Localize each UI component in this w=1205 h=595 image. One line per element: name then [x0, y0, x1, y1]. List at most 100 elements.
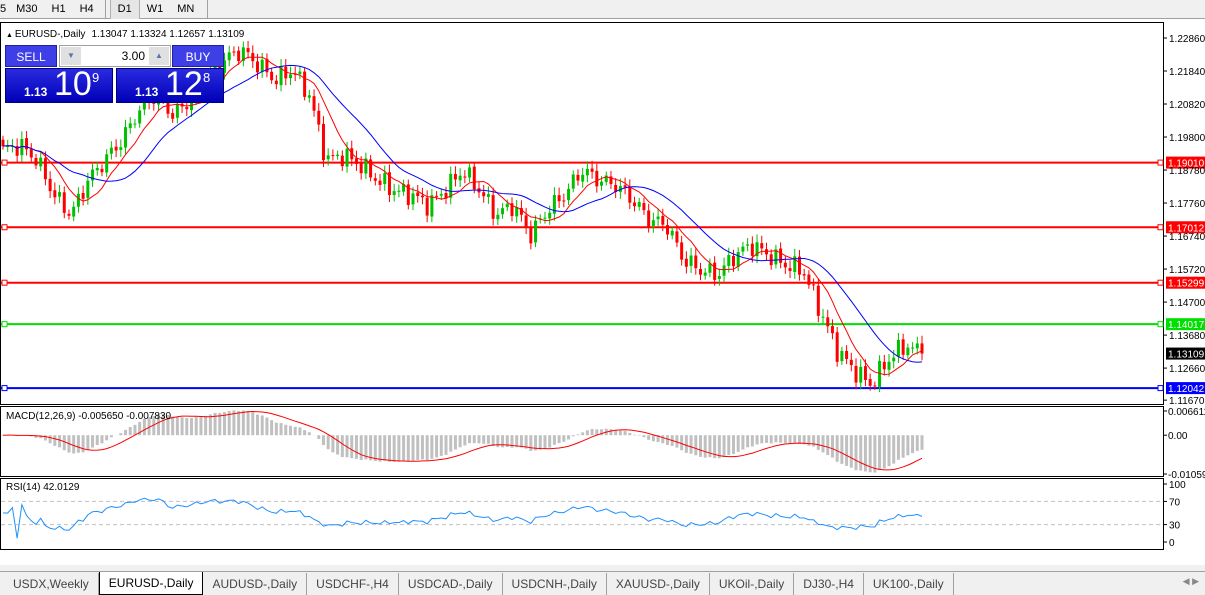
- candle-body: [439, 193, 443, 196]
- macd-bar: [303, 430, 307, 436]
- chart-tab[interactable]: USDCNH-,Daily: [503, 573, 607, 595]
- macd-bar: [274, 422, 278, 436]
- macd-bar: [223, 412, 227, 436]
- macd-bar: [713, 435, 717, 459]
- macd-bar: [708, 435, 712, 458]
- macd-bar: [81, 435, 85, 453]
- macd-bar: [505, 435, 509, 448]
- candle: [552, 187, 556, 221]
- chart-tab[interactable]: UK100-,Daily: [864, 573, 954, 595]
- candle-body: [845, 350, 849, 359]
- timeframe-d1[interactable]: D1: [109, 0, 140, 19]
- chart-tab[interactable]: DJ30-,H4: [794, 573, 864, 595]
- candle-body: [402, 184, 406, 192]
- candle-body: [882, 361, 886, 370]
- chart-tab[interactable]: USDCAD-,Daily: [399, 573, 503, 595]
- candle: [288, 66, 292, 85]
- candle-body: [350, 148, 354, 160]
- candle-body: [458, 175, 462, 181]
- lot-size-stepper[interactable]: ▼ 3.00 ▲: [59, 45, 171, 67]
- fast-moving-average-line: [2, 56, 923, 376]
- macd-bar: [868, 435, 872, 473]
- candle: [656, 208, 660, 227]
- candle: [486, 186, 490, 204]
- candle: [797, 250, 801, 281]
- macd-bar: [727, 435, 731, 455]
- timeframe-w1[interactable]: W1: [146, 3, 164, 15]
- macd-bar: [402, 435, 406, 461]
- increase-lot-icon[interactable]: ▲: [149, 47, 169, 65]
- price-tick-label: 1.20820: [1169, 100, 1205, 111]
- timeframe-m30[interactable]: M30: [16, 3, 38, 15]
- timeframe-h4[interactable]: H4: [79, 3, 94, 15]
- candle: [642, 197, 646, 215]
- candle: [307, 89, 311, 103]
- macd-bar: [213, 412, 217, 436]
- candle: [265, 53, 269, 78]
- rsi-label: RSI(14) 42.0129: [6, 482, 80, 493]
- macd-bar: [260, 415, 264, 436]
- candle: [105, 149, 109, 178]
- candle: [274, 74, 278, 90]
- candle: [896, 332, 900, 363]
- chart-canvas[interactable]: ▲ EURUSD-,Daily 1.13047 1.13324 1.12657 1…: [0, 21, 1205, 565]
- buy-button[interactable]: BUY: [172, 45, 224, 67]
- candle-body: [34, 158, 38, 166]
- candle-body: [288, 74, 292, 79]
- candle: [840, 346, 844, 365]
- macd-bar: [576, 434, 580, 436]
- chart-tab[interactable]: UKOil-,Daily: [710, 573, 795, 595]
- chart-tab[interactable]: EURUSD-,Daily: [98, 572, 204, 595]
- timeframe-h1[interactable]: H1: [51, 3, 66, 15]
- candle: [303, 67, 307, 101]
- chart-tabs: USDX,Weekly EURUSD-,Daily AUDUSD-,Daily USD…: [0, 571, 1205, 595]
- candle-body: [109, 147, 113, 154]
- timeframe-5[interactable]: 5: [0, 3, 7, 15]
- macd-bar: [863, 435, 867, 472]
- buy-price[interactable]: 1.13 12 8: [116, 65, 224, 103]
- candle: [15, 138, 19, 163]
- candle: [722, 257, 726, 283]
- candle: [279, 59, 283, 92]
- sell-price[interactable]: 1.13 10 9: [5, 65, 113, 103]
- candle: [698, 262, 702, 281]
- macd-bar: [185, 418, 189, 436]
- candle-body: [830, 326, 834, 334]
- candle: [845, 345, 849, 365]
- chart-tab[interactable]: USDCHF-,H4: [307, 573, 399, 595]
- chart-tab[interactable]: XAUUSD-,Daily: [607, 573, 710, 595]
- chart-tab[interactable]: USDX,Weekly: [4, 573, 99, 595]
- line-handle-icon: [1, 385, 8, 392]
- macd-bar: [387, 435, 391, 462]
- tab-scroll-arrows-icon[interactable]: ◀ ▶: [1182, 576, 1199, 586]
- sell-button[interactable]: SELL: [5, 45, 57, 67]
- macd-bar: [666, 435, 670, 445]
- candle: [915, 336, 919, 355]
- macd-bar: [105, 435, 109, 441]
- candle-body: [496, 214, 500, 220]
- candle: [39, 152, 43, 172]
- macd-bar: [722, 435, 726, 458]
- candle: [439, 189, 443, 200]
- candle: [534, 215, 538, 248]
- candle-body: [491, 195, 495, 219]
- candle-body: [647, 210, 651, 227]
- candle: [298, 65, 302, 80]
- timeframe-mn[interactable]: MN: [177, 3, 195, 15]
- lot-size-value[interactable]: 3.00: [121, 49, 145, 63]
- macd-bar: [845, 435, 849, 466]
- candle-body: [788, 268, 792, 272]
- candle-body: [331, 155, 335, 157]
- candle: [58, 184, 62, 204]
- candle: [25, 131, 29, 156]
- candle: [816, 278, 820, 323]
- candle-body: [449, 173, 453, 198]
- candle: [435, 191, 439, 201]
- decrease-lot-icon[interactable]: ▼: [61, 47, 81, 65]
- chart-area[interactable]: ▲ EURUSD-,Daily 1.13047 1.13324 1.12657 1…: [0, 21, 1205, 565]
- macd-bar: [406, 435, 410, 462]
- candle-body: [260, 59, 264, 72]
- candle-body: [298, 71, 302, 75]
- chart-tab[interactable]: AUDUSD-,Daily: [203, 573, 308, 595]
- macd-bar: [562, 435, 566, 442]
